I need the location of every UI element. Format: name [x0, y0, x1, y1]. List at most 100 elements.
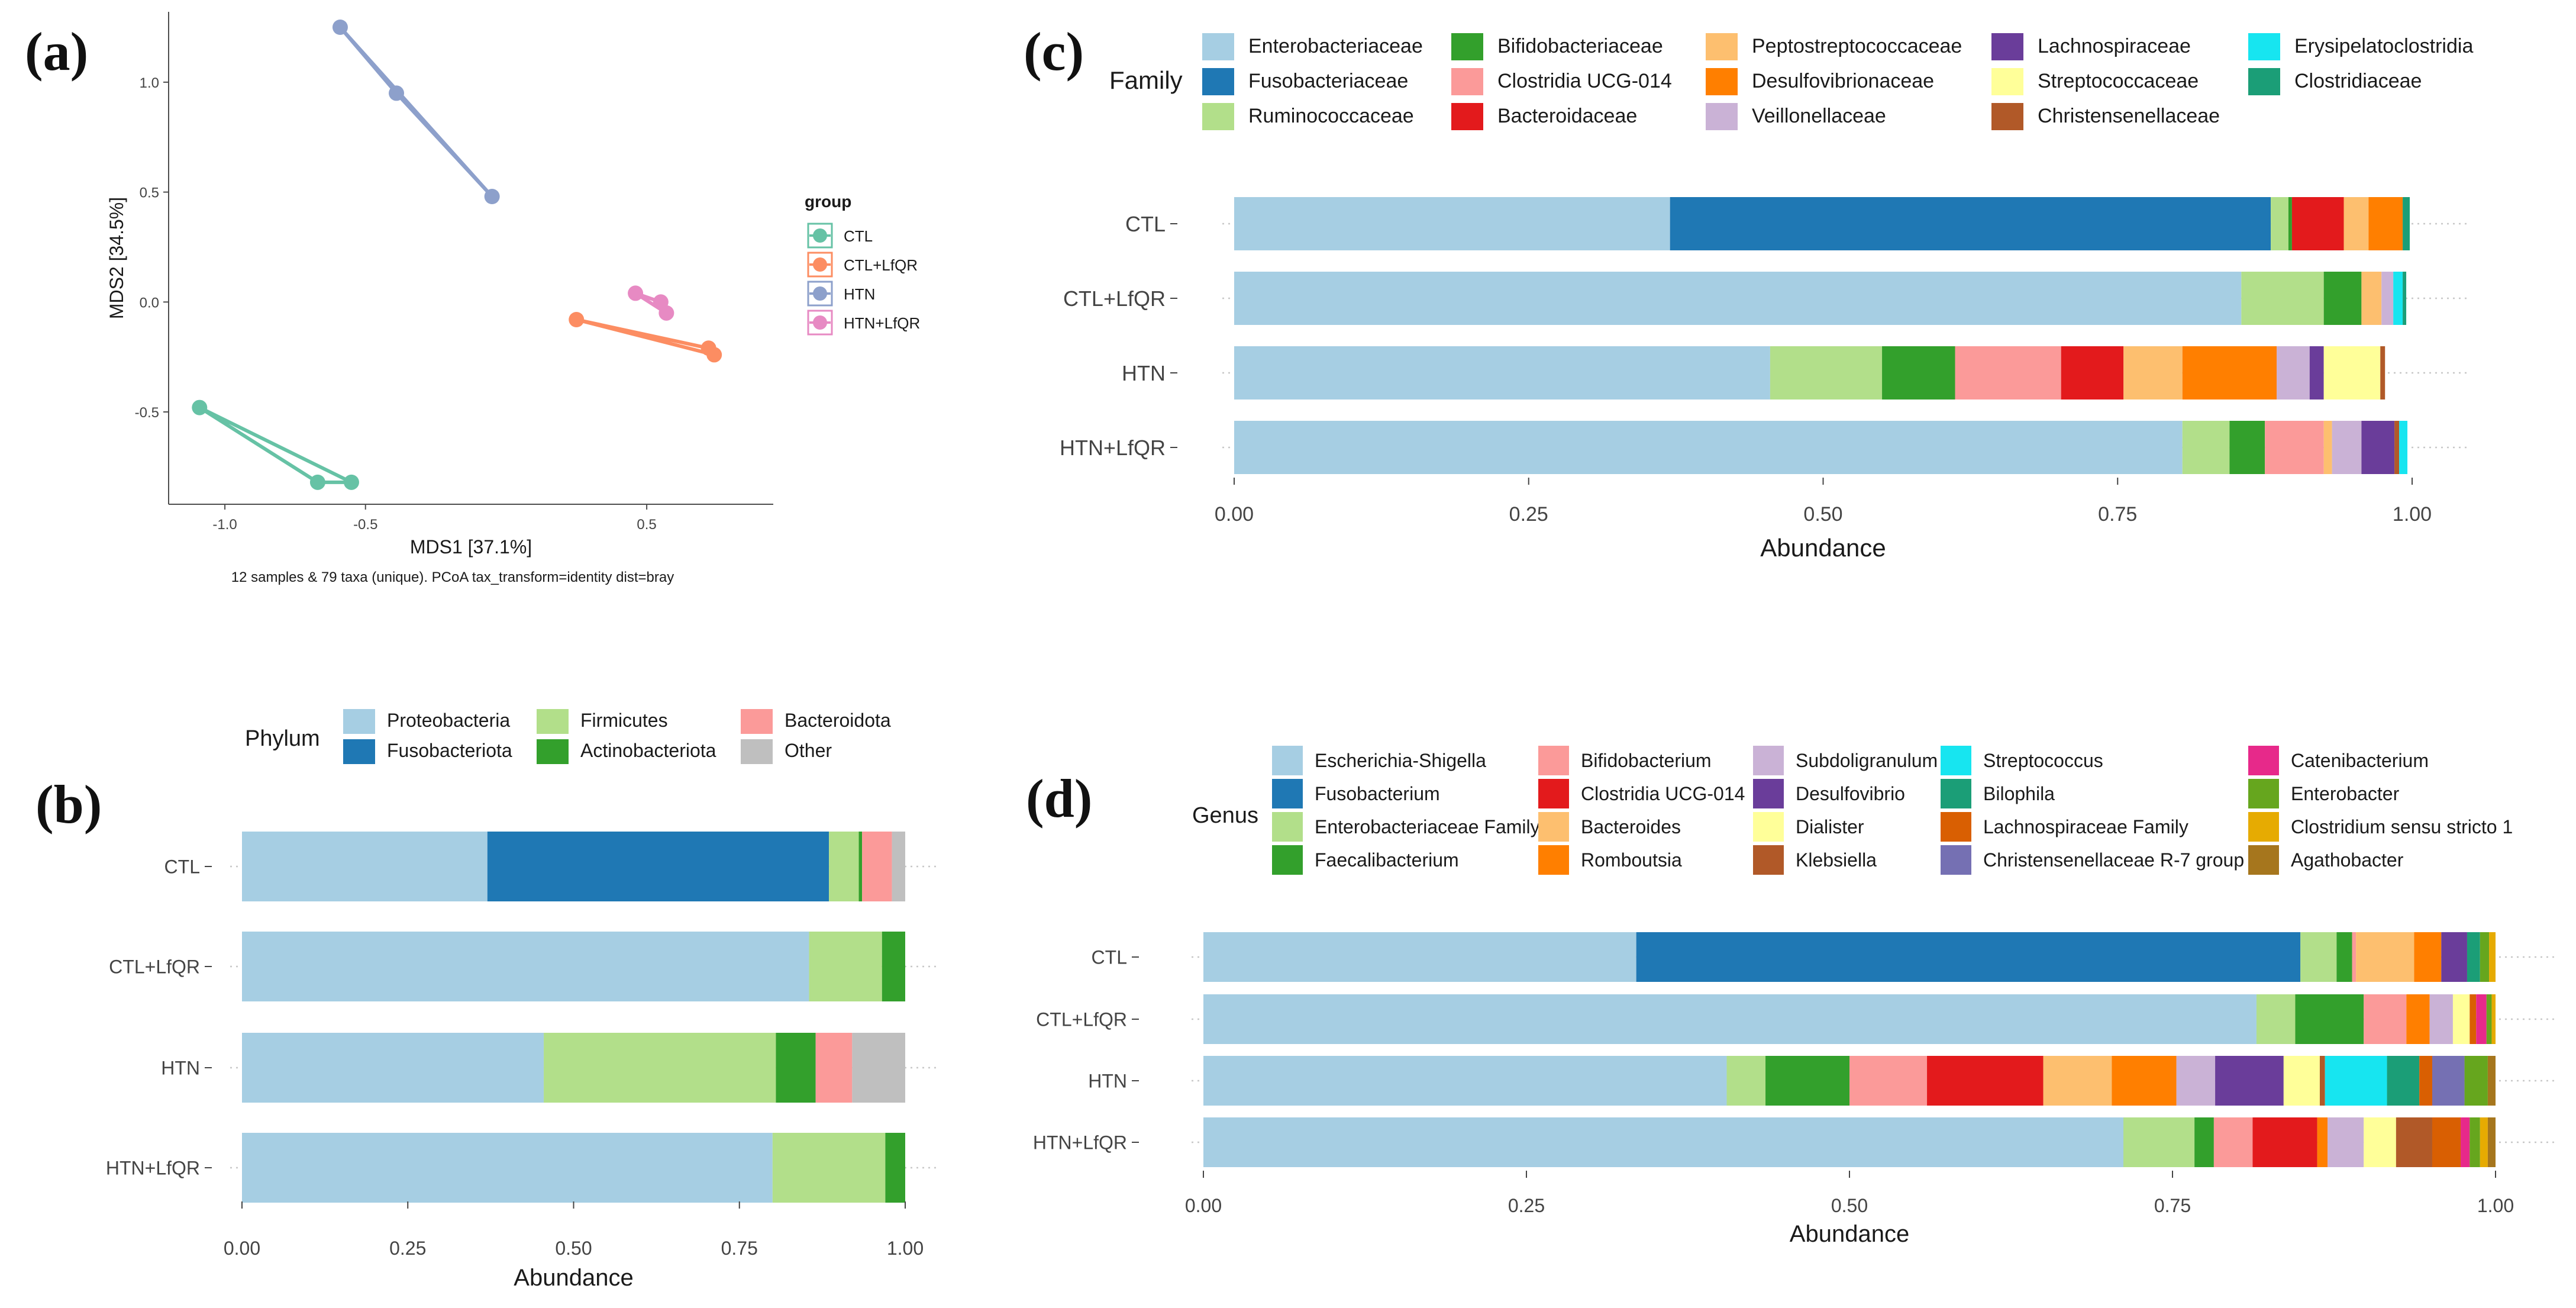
legend-label-lachnospiraceae-family: Lachnospiraceae Family — [1983, 816, 2188, 837]
bar-segment-htn-christensenellaceae — [2380, 346, 2385, 400]
bar-segment-htn-lfqr-lachnospiraceae — [2361, 421, 2395, 474]
legend-key-catenibacterium — [2248, 746, 2279, 775]
bar-segment-ctl-desulfovibrionaceae — [2368, 197, 2403, 250]
legend-key-other — [741, 739, 773, 764]
legend-label-ctl: CTL — [844, 227, 873, 245]
y-tick-label: 0.0 — [140, 295, 159, 311]
legend-label-enterobacteriaceae: Enterobacteriaceae — [1248, 35, 1423, 57]
group-hull-ctl-lfqr — [574, 318, 716, 357]
legend-key-dot — [813, 286, 827, 301]
bar-segment-ctl-lfqr-ruminococcaceae — [2241, 272, 2324, 325]
legend-key-enterobacter — [2248, 779, 2279, 808]
bar-segment-ctl-lfqr-clostridium-sensu-stricto-1 — [2491, 994, 2496, 1044]
bar-segment-ctl-proteobacteria — [242, 832, 488, 901]
legend-key-subdoligranulum — [1753, 746, 1784, 775]
x-tick-label: 0.00 — [1215, 503, 1254, 526]
legend-label-ruminococcaceae: Ruminococcaceae — [1248, 105, 1414, 127]
legend-key-streptococcaceae — [1991, 68, 2023, 95]
bar-segment-ctl-bacteroides — [2356, 932, 2414, 982]
panel-a: (a) -1.0 -0.5 0.5 1.0 0.5 0.0 -0.5 MDS1 [37.1%] M… — [25, 12, 920, 585]
bar-segment-htn-proteobacteria — [242, 1033, 544, 1103]
legend-label-streptococcaceae: Streptococcaceae — [2038, 70, 2199, 92]
point-htn-lfqr — [628, 285, 644, 301]
legend-label-htn: HTN — [844, 285, 875, 303]
legend-key-agathobacter — [2248, 845, 2279, 875]
legend-label-bifidobacteriaceae: Bifidobacteriaceae — [1497, 35, 1663, 57]
legend-key-bilophila — [1941, 779, 1971, 808]
legend-label-peptostreptococcaceae: Peptostreptococcaceae — [1752, 35, 1962, 57]
legend-label-bacteroidaceae: Bacteroidaceae — [1497, 105, 1637, 127]
bar-segment-ctl-escherichia-shigella — [1203, 932, 1636, 982]
bar-segment-ctl-lfqr-catenibacterium — [2476, 994, 2487, 1044]
x-tick-label: 1.00 — [887, 1238, 924, 1259]
x-tick-label: 0.00 — [1185, 1195, 1222, 1216]
legend-label-streptococcus: Streptococcus — [1983, 750, 2103, 771]
bar-segment-htn-lfqr-bifidobacteriaceae — [2229, 421, 2265, 474]
legend-label-veillonellaceae: Veillonellaceae — [1752, 105, 1886, 127]
legend-key-klebsiella — [1753, 845, 1784, 875]
bar-segment-ctl-lfqr-proteobacteria — [242, 932, 809, 1001]
x-tick-label: 0.75 — [721, 1238, 758, 1259]
legend-label-christensenellaceae: Christensenellaceae — [2038, 105, 2220, 127]
legend-label-enterobacteriaceae-family: Enterobacteriaceae Family — [1315, 816, 1540, 837]
bar-segment-ctl-lfqr-erysipelatoclostridia — [2393, 272, 2403, 325]
legend-label-enterobacter: Enterobacter — [2291, 783, 2400, 804]
point-htn — [389, 85, 405, 101]
bar-segment-htn-ruminococcaceae — [1770, 346, 1883, 400]
panel-b: (b) Phylum Proteobacteria Fusobacteriota Fir… — [35, 709, 936, 1291]
bar-segment-htn-veillonellaceae — [2277, 346, 2310, 400]
bar-segment-htn-lfqr-subdoligranulum — [2328, 1117, 2364, 1167]
bar-segment-ctl-clostridium-sensu-stricto-1 — [2489, 932, 2496, 982]
bar-segment-ctl-lfqr-escherichia-shigella — [1203, 994, 2257, 1044]
bar-segment-htn-lfqr-enterobacteriaceae-family — [2123, 1117, 2195, 1167]
group-hull-ctl — [198, 405, 353, 484]
bar-segment-ctl-faecalibacterium — [2336, 932, 2352, 982]
category-label-ctl-lfqr: CTL+LfQR — [1036, 1009, 1127, 1030]
legend-key-clostridiaceae — [2248, 68, 2280, 95]
legend-label-fusobacteriaceae: Fusobacteriaceae — [1248, 70, 1408, 92]
x-tick-label: -0.5 — [353, 517, 377, 533]
x-tick-label: 0.25 — [389, 1238, 426, 1259]
bar-segment-htn-lfqr-peptostreptococcaceae — [2323, 421, 2332, 474]
bar-segment-htn-streptococcus — [2325, 1056, 2387, 1106]
bar-segment-ctl-lfqr-subdoligranulum — [2429, 994, 2453, 1044]
bar-segment-htn-enterobacteriaceae-family — [1726, 1056, 1766, 1106]
legend-key-desulfovibrionaceae — [1706, 68, 1738, 95]
bar-segment-ctl-lfqr-firmicutes — [809, 932, 882, 1001]
bar-segment-htn-romboutsia — [2112, 1056, 2177, 1106]
legend-title: Genus — [1192, 803, 1258, 828]
bar-segment-htn-bilophila — [2387, 1056, 2420, 1106]
bar-segment-htn-lfqr-enterobacter — [2470, 1117, 2480, 1167]
bar-segment-ctl-bacteroidota — [862, 832, 892, 901]
legend-key-enterobacteriaceae-family — [1272, 812, 1303, 842]
bar-segment-ctl-lfqr-romboutsia — [2406, 994, 2430, 1044]
legend-key-clostridia-ucg-014 — [1538, 779, 1569, 808]
bar-segment-htn-lfqr-clostridia-ucg-014 — [2252, 1117, 2317, 1167]
bar-segment-htn-other — [852, 1033, 905, 1103]
bar-segment-ctl-ruminococcaceae — [2271, 197, 2288, 250]
bar-segment-htn-enterobacter — [2464, 1056, 2488, 1106]
legend-key-ruminococcaceae — [1202, 103, 1234, 130]
legend-title: Family — [1109, 66, 1183, 94]
bar-segment-ctl-lfqr-dialister — [2452, 994, 2470, 1044]
x-tick-label: 0.25 — [1508, 1195, 1545, 1216]
legend-key-christensenellaceae-r-7-group — [1941, 845, 1971, 875]
legend-label-bacteroidota: Bacteroidota — [785, 710, 891, 731]
legend-label-bifidobacterium: Bifidobacterium — [1581, 750, 1712, 771]
bar-segment-htn-lfqr-clostridia-ucg-014 — [2265, 421, 2324, 474]
legend-key-christensenellaceae — [1991, 103, 2023, 130]
legend-key-firmicutes — [537, 709, 569, 734]
legend-label-bacteroides: Bacteroides — [1581, 816, 1681, 837]
legend-label-clostridia-ucg-014: Clostridia UCG-014 — [1581, 783, 1745, 804]
legend-label-other: Other — [785, 740, 832, 761]
bar-segment-htn-lfqr-dialister — [2364, 1117, 2396, 1167]
legend-key-streptococcus — [1941, 746, 1971, 775]
bar-segment-htn-clostridia-ucg-014 — [1927, 1056, 2044, 1106]
legend-key-dot — [813, 228, 827, 243]
point-ctl — [309, 474, 325, 490]
x-tick-label: 0.5 — [637, 517, 656, 533]
bar-segment-htn-bacteroidaceae — [2061, 346, 2124, 400]
bar-segment-htn-firmicutes — [544, 1033, 776, 1103]
